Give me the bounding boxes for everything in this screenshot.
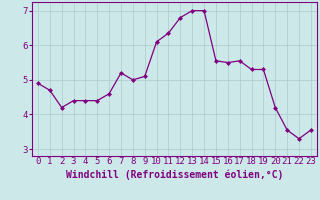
- X-axis label: Windchill (Refroidissement éolien,°C): Windchill (Refroidissement éolien,°C): [66, 169, 283, 180]
